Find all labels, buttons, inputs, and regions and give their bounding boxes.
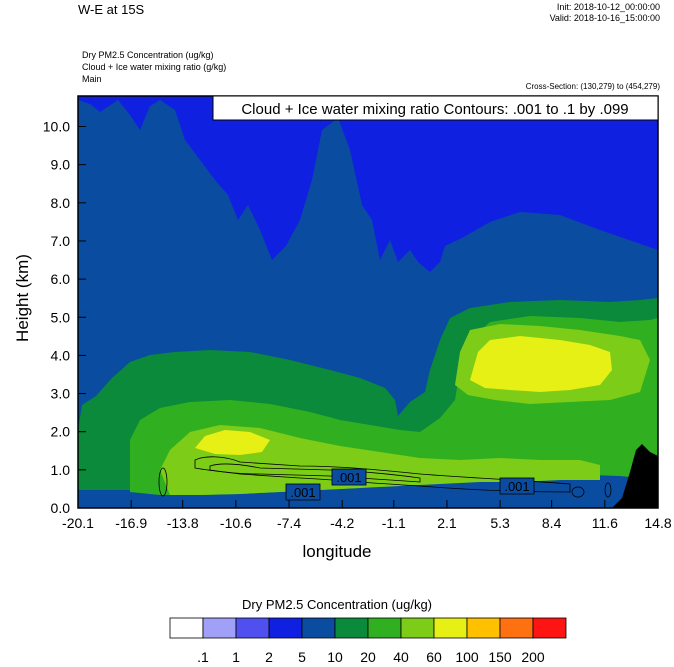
field-info-cloud: Cloud + Ice water mixing ratio (g/kg)	[82, 62, 227, 72]
x-tick-label: -13.8	[167, 515, 199, 531]
contour-legend-text: Cloud + Ice water mixing ratio Contours:…	[241, 101, 628, 118]
colorbar-label: .1	[197, 649, 209, 665]
colorbar-label: 2	[265, 649, 273, 665]
colorbar-label: 40	[393, 649, 409, 665]
x-axis-label: longitude	[302, 542, 372, 561]
y-tick-label: 10.0	[43, 119, 70, 135]
colorbar-swatch	[466, 617, 501, 639]
colorbar-swatch	[433, 617, 468, 639]
x-tick-label: 14.8	[644, 515, 671, 531]
init-time: Init: 2018-10-12_00:00:00	[556, 2, 660, 12]
x-tick-label: -1.1	[382, 515, 406, 531]
x-tick-label: 5.3	[490, 515, 510, 531]
y-axis-label: Height (km)	[13, 254, 32, 342]
y-tick-label: 6.0	[51, 271, 71, 287]
colorbar-swatch	[367, 617, 402, 639]
svg-text:.001: .001	[336, 470, 361, 485]
x-tick-label: -10.6	[220, 515, 252, 531]
y-tick-label: 0.0	[51, 500, 71, 516]
y-tick-label: 8.0	[51, 195, 71, 211]
y-tick-label: 9.0	[51, 157, 71, 173]
y-tick-label: 5.0	[51, 309, 71, 325]
x-axis: -20.1 -16.9 -13.8 -10.6 -7.4 -4.2 -1.1 2.1 5.3 8.…	[62, 500, 672, 531]
field-info-pm25: Dry PM2.5 Concentration (ug/kg)	[82, 50, 214, 60]
colorbar-swatch	[400, 617, 435, 639]
colorbar-label: 60	[426, 649, 442, 665]
colorbar-swatch	[268, 617, 303, 639]
colorbar-label: 100	[455, 649, 479, 665]
colorbar-swatch	[235, 617, 270, 639]
contour-label-3: .001	[499, 477, 535, 495]
field-info-domain: Main	[82, 74, 102, 84]
colorbar-label: 20	[360, 649, 376, 665]
y-tick-label: 4.0	[51, 347, 71, 363]
cross-section-label: Cross-Section: (130,279) to (454,279)	[525, 82, 660, 91]
contour-label-2: .001	[331, 468, 367, 486]
plot-title: W-E at 15S	[78, 2, 145, 17]
svg-text:.001: .001	[504, 479, 529, 494]
x-tick-label: 11.6	[592, 515, 618, 531]
colorbar: .1 1 2 5 10 20 40 60 100 150 200	[169, 617, 567, 665]
x-tick-label: -7.4	[277, 515, 301, 531]
contour-legend-box	[212, 95, 659, 121]
colorbar-label: 5	[298, 649, 306, 665]
y-tick-label: 2.0	[51, 424, 71, 440]
colorbar-swatch	[202, 617, 237, 639]
colorbar-swatch	[532, 617, 567, 639]
colorbar-title: Dry PM2.5 Concentration (ug/kg)	[241, 597, 433, 612]
y-tick-label: 7.0	[51, 233, 71, 249]
valid-time: Valid: 2018-10-16_15:00:00	[549, 13, 660, 23]
colorbar-swatch	[301, 617, 336, 639]
x-tick-label: -4.2	[330, 515, 354, 531]
pm25-region-level4	[78, 96, 658, 272]
colorbar-swatch	[499, 617, 534, 639]
colorbar-label: 200	[521, 649, 545, 665]
pm25-filled-contours	[78, 96, 658, 508]
colorbar-swatch	[169, 617, 204, 639]
colorbar-swatch	[334, 617, 369, 639]
svg-text:.001: .001	[290, 485, 315, 500]
contour-label-1: .001	[285, 483, 321, 501]
x-tick-label: 2.1	[437, 515, 457, 531]
colorbar-label: 1	[232, 649, 240, 665]
y-tick-label: 1.0	[51, 462, 71, 478]
colorbar-label: 150	[488, 649, 512, 665]
pm25-region-level9	[195, 336, 612, 455]
cloud-contour-lines	[158, 456, 612, 498]
colorbar-label: 10	[327, 649, 343, 665]
x-tick-label: -16.9	[115, 515, 147, 531]
x-tick-label: -20.1	[62, 515, 94, 531]
terrain-shading	[612, 444, 658, 508]
y-axis: 0.0 1.0 2.0 3.0 4.0 5.0 6.0 7.0 8.0 9.0 10.0	[43, 119, 86, 516]
y-tick-label: 3.0	[51, 386, 71, 402]
x-tick-label: 8.4	[542, 515, 562, 531]
